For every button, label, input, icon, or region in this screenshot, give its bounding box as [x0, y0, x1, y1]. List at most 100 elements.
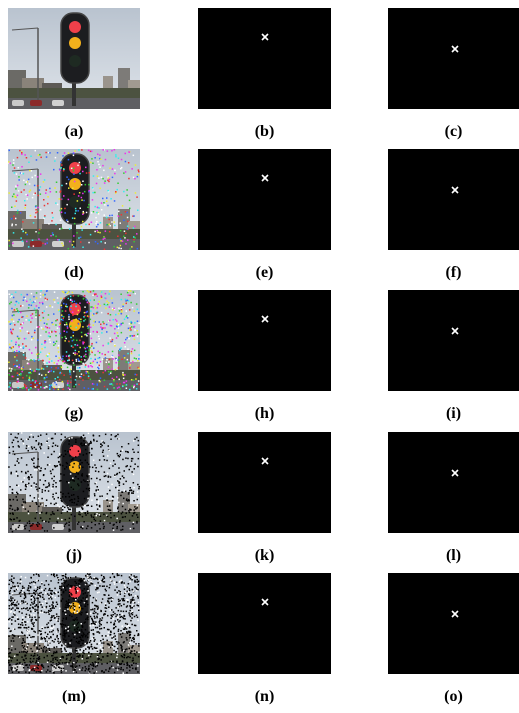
- noise-pixel: [31, 476, 32, 478]
- noise-pixel: [88, 668, 90, 670]
- noise-pixel: [29, 349, 31, 351]
- noise-pixel: [89, 474, 91, 476]
- noise-pixel: [78, 323, 80, 325]
- noise-pixel: [54, 624, 56, 626]
- noise-pixel: [39, 383, 41, 385]
- panel: (g): [8, 290, 140, 422]
- noise-pixel: [35, 310, 37, 312]
- noise-pixel: [91, 664, 93, 666]
- noise-pixel: [126, 498, 128, 500]
- noise-pixel: [74, 606, 76, 608]
- noise-pixel: [76, 625, 78, 627]
- noise-pixel: [35, 619, 37, 621]
- car: [30, 100, 42, 106]
- noise-pixel: [112, 358, 114, 360]
- noise-pixel: [86, 311, 88, 313]
- noise-pixel: [38, 467, 40, 469]
- noise-pixel: [10, 596, 12, 598]
- noise-pixel: [126, 639, 128, 641]
- noise-pixel: [88, 444, 90, 446]
- noise-pixel: [29, 376, 31, 378]
- noise-pixel: [107, 644, 109, 646]
- noise-pixel: [39, 630, 41, 632]
- noise-pixel: [52, 640, 54, 642]
- noise-pixel: [117, 669, 119, 671]
- green-light: [69, 337, 81, 349]
- noise-pixel: [131, 353, 133, 355]
- noise-pixel: [46, 580, 48, 582]
- noise-pixel: [48, 335, 50, 337]
- noise-pixel: [99, 188, 101, 190]
- noise-pixel: [129, 151, 131, 153]
- noise-pixel: [133, 440, 135, 442]
- noise-pixel: [64, 647, 66, 649]
- noise-pixel: [101, 663, 103, 665]
- noise-pixel: [57, 628, 59, 630]
- noise-pixel: [66, 658, 68, 660]
- noise-pixel: [116, 320, 118, 322]
- noise-pixel: [12, 604, 14, 606]
- panel-label: (h): [255, 405, 275, 422]
- noise-pixel: [53, 386, 55, 388]
- noise-pixel: [36, 489, 38, 491]
- noise-pixel: [44, 323, 46, 325]
- noise-pixel: [13, 577, 15, 579]
- noise-pixel: [15, 304, 17, 306]
- noise-pixel: [61, 185, 63, 187]
- noise-pixel: [54, 476, 56, 478]
- noise-pixel: [66, 304, 68, 306]
- noise-pixel: [54, 291, 56, 293]
- noise-pixel: [63, 170, 65, 172]
- noise-pixel: [83, 200, 85, 202]
- noise-pixel: [14, 167, 16, 169]
- noise-pixel: [54, 331, 56, 333]
- noise-pixel: [41, 512, 43, 514]
- noise-pixel: [70, 607, 72, 609]
- noise-pixel: [121, 616, 123, 618]
- noise-pixel: [119, 614, 121, 616]
- noise-pixel: [103, 642, 105, 644]
- noise-pixel: [49, 336, 51, 338]
- noise-pixel: [136, 514, 138, 516]
- noise-pixel: [19, 364, 21, 366]
- noise-pixel: [89, 452, 91, 454]
- noise-pixel: [24, 384, 26, 386]
- noise-pixel: [31, 293, 33, 295]
- noise-pixel: [77, 660, 79, 662]
- noise-pixel: [113, 387, 115, 389]
- noise-pixel: [67, 507, 69, 509]
- noise-pixel: [116, 474, 118, 476]
- noise-pixel: [21, 294, 23, 296]
- noise-pixel: [66, 466, 68, 468]
- noise-pixel: [87, 637, 89, 639]
- noise-pixel: [96, 372, 98, 374]
- noise-pixel: [38, 665, 40, 667]
- panel: (a): [8, 8, 140, 140]
- noise-pixel: [26, 181, 28, 183]
- noise-pixel: [51, 574, 53, 576]
- noise-pixel: [55, 320, 57, 322]
- noise-pixel: [100, 647, 102, 649]
- noise-pixel: [129, 670, 131, 672]
- noise-pixel: [102, 656, 104, 658]
- noise-pixel: [106, 359, 108, 361]
- noise-pixel: [53, 480, 55, 482]
- noise-pixel: [25, 298, 27, 300]
- noise-pixel: [123, 191, 125, 193]
- noise-pixel: [46, 603, 48, 605]
- noise-pixel: [66, 607, 68, 609]
- noise-pixel: [69, 464, 71, 466]
- noise-pixel: [84, 295, 86, 297]
- noise-pixel: [74, 581, 76, 583]
- noise-pixel: [75, 352, 77, 354]
- response-map: [388, 432, 519, 533]
- noise-pixel: [87, 333, 89, 335]
- noise-pixel: [64, 436, 66, 438]
- noise-pixel: [43, 598, 45, 600]
- noise-pixel: [126, 637, 128, 639]
- noise-pixel: [119, 581, 121, 583]
- noise-pixel: [90, 576, 92, 578]
- noise-pixel: [38, 232, 40, 234]
- noise-pixel: [12, 524, 14, 526]
- noise-pixel: [12, 607, 14, 609]
